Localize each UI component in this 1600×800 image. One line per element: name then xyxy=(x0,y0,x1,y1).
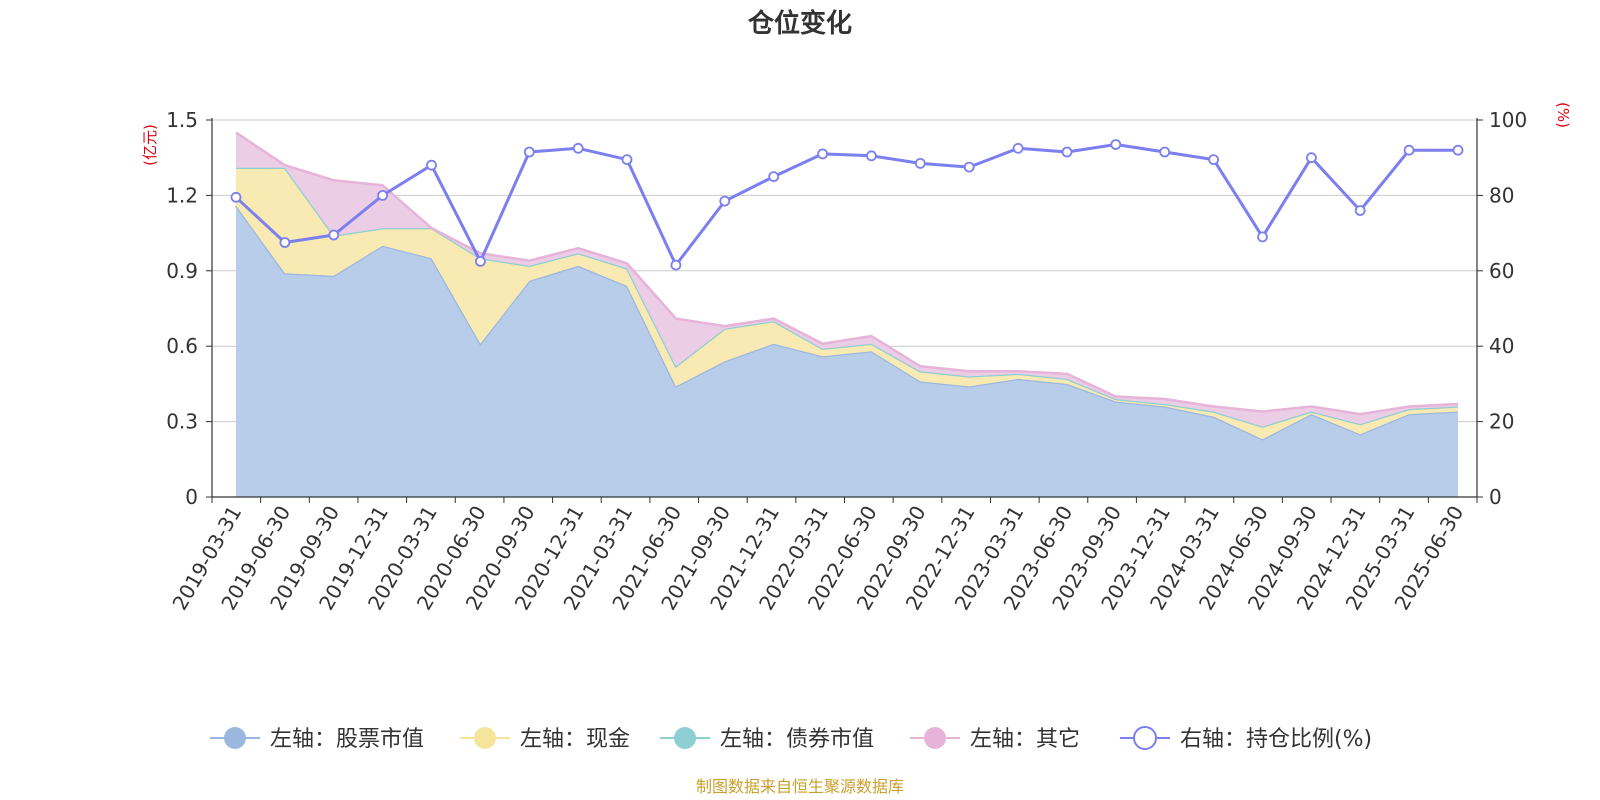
legend-label-4: 右轴：持仓比例(%) xyxy=(1180,727,1372,752)
ratio-point xyxy=(866,150,877,162)
legend-marker-0 xyxy=(224,727,246,749)
ratio-point xyxy=(426,159,437,171)
left-axis-unit: (亿元) xyxy=(141,124,159,166)
legend-label-2: 左轴：债券市值 xyxy=(720,727,874,752)
legend-marker-3 xyxy=(924,727,946,749)
ratio-point xyxy=(1306,152,1317,164)
legend-marker-4 xyxy=(1133,726,1157,750)
left-axis-tick-label: 0.3 xyxy=(166,410,198,434)
ratio-point xyxy=(621,154,633,166)
legend-marker-1 xyxy=(474,727,496,749)
left-axis-tick-label: 0 xyxy=(185,485,198,509)
stacked-areas xyxy=(234,131,1459,497)
ratio-point xyxy=(1354,205,1366,216)
ratio-point xyxy=(670,259,682,271)
ratio-point xyxy=(474,255,486,267)
right-axis-tick-label: 60 xyxy=(1489,259,1514,283)
left-axis-tick-label: 1.5 xyxy=(166,108,198,132)
ratio-point xyxy=(1110,139,1122,150)
ratio-point xyxy=(1452,144,1464,156)
ratio-point xyxy=(719,195,731,207)
source-note: 制图数据来自恒生聚源数据库 xyxy=(696,777,904,796)
ratio-point xyxy=(1257,231,1268,243)
ratio-point xyxy=(1403,144,1415,156)
ratio-point xyxy=(963,161,975,173)
left-axis-tick-label: 0.6 xyxy=(166,334,198,358)
legend-marker-2 xyxy=(674,727,696,749)
left-axis-tick-label: 0.9 xyxy=(166,259,198,283)
ratio-point xyxy=(523,146,535,158)
ratio-point xyxy=(914,157,926,169)
area-series-1 xyxy=(236,167,1458,440)
ratio-point xyxy=(230,191,242,203)
chart-title: 仓位变化 xyxy=(747,8,852,39)
right-axis-tick-label: 20 xyxy=(1489,410,1514,434)
ratio-point xyxy=(817,148,828,160)
legend-label-3: 左轴：其它 xyxy=(970,727,1080,752)
ratio-point xyxy=(377,189,389,201)
area-edge-series-3 xyxy=(235,131,1459,416)
holding-ratio-line xyxy=(230,139,1464,271)
ratio-point xyxy=(1061,146,1073,158)
ratio-point xyxy=(1208,154,1219,166)
right-axis-tick-label: 0 xyxy=(1489,485,1502,509)
ratio-point xyxy=(572,142,584,154)
ratio-point xyxy=(1012,142,1024,154)
ratio-point xyxy=(279,237,291,248)
right-axis-tick-label: 80 xyxy=(1489,183,1514,207)
ratio-point xyxy=(328,229,340,241)
legend-label-0: 左轴：股票市值 xyxy=(270,727,424,752)
right-axis-tick-label: 100 xyxy=(1489,108,1527,132)
left-axis-tick-label: 1.2 xyxy=(166,183,198,207)
ratio-point xyxy=(1159,146,1171,158)
right-axis-tick-label: 40 xyxy=(1489,334,1514,358)
ratio-line-path xyxy=(234,143,1458,267)
legend-label-1: 左轴：现金 xyxy=(520,727,630,752)
right-axis-unit: (%) xyxy=(1554,102,1572,128)
ratio-point xyxy=(768,171,780,183)
legend: 左轴：股票市值 左轴：现金 左轴：债券市值 左轴：其它 右轴：持仓比例(%) xyxy=(210,726,1372,752)
